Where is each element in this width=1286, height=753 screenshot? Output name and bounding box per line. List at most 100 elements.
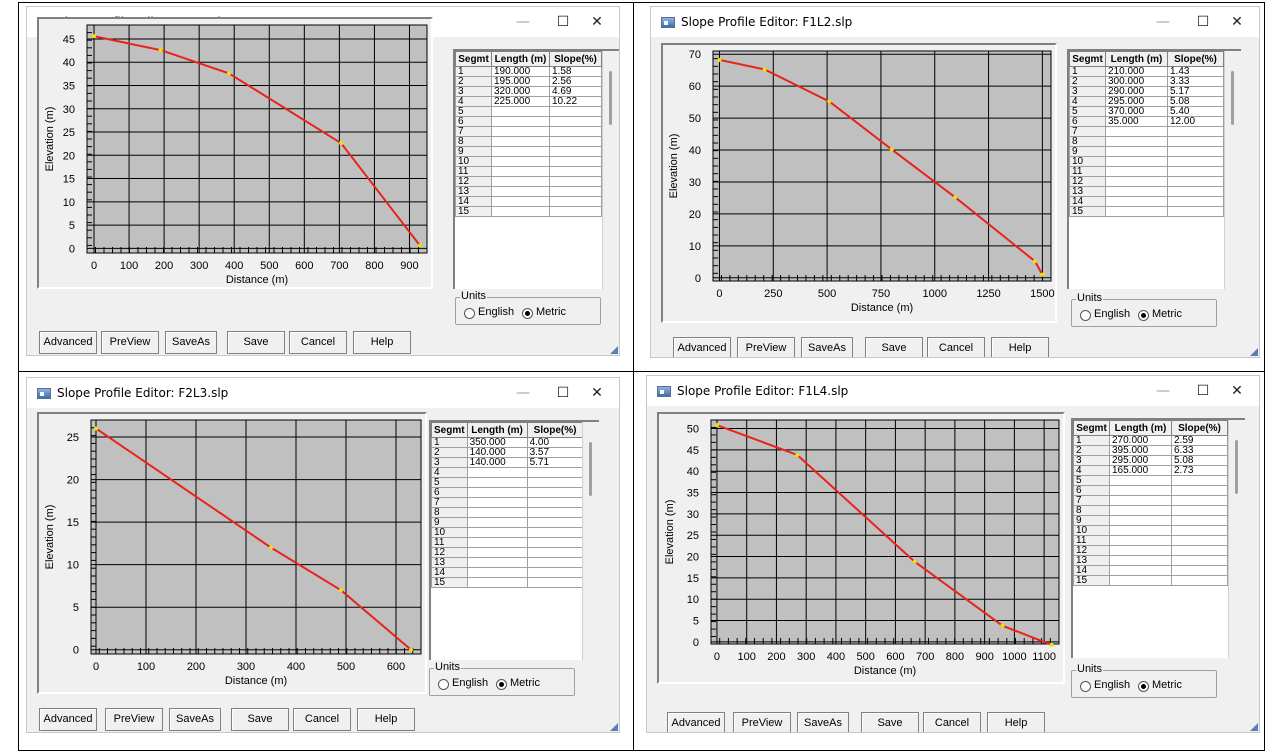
- length-cell[interactable]: [1109, 485, 1172, 496]
- slope-cell[interactable]: [526, 477, 584, 488]
- segment-number-cell[interactable]: 5: [431, 477, 468, 488]
- segment-number-cell[interactable]: 9: [455, 146, 492, 157]
- segment-number-cell[interactable]: 4: [1073, 465, 1110, 476]
- segment-number-cell[interactable]: 14: [455, 196, 492, 207]
- table-row[interactable]: 11: [455, 166, 602, 177]
- slope-cell[interactable]: 5.71: [526, 457, 584, 468]
- table-row[interactable]: 6 35.000 12.00: [1069, 116, 1224, 127]
- segment-number-cell[interactable]: 13: [431, 557, 468, 568]
- minimize-icon[interactable]: —: [1156, 383, 1170, 399]
- cancel-button[interactable]: Cancel: [923, 712, 981, 732]
- table-row[interactable]: 7: [1069, 126, 1224, 137]
- length-cell[interactable]: [491, 126, 550, 137]
- segment-number-cell[interactable]: 10: [1069, 156, 1106, 167]
- slope-cell[interactable]: 3.57: [526, 447, 584, 458]
- english-radio[interactable]: [464, 308, 475, 319]
- metric-label[interactable]: Metric: [510, 677, 540, 689]
- slope-cell[interactable]: [526, 517, 584, 528]
- length-cell[interactable]: [466, 497, 528, 508]
- slope-cell[interactable]: 4.00: [526, 437, 584, 448]
- length-cell[interactable]: [466, 567, 528, 578]
- table-row[interactable]: 7: [1073, 495, 1228, 506]
- column-header[interactable]: Length (m): [1109, 420, 1172, 436]
- segment-number-cell[interactable]: 8: [1073, 505, 1110, 516]
- slope-cell[interactable]: [549, 186, 602, 197]
- segment-number-cell[interactable]: 14: [431, 567, 468, 578]
- close-icon[interactable]: ✕: [591, 14, 603, 30]
- english-label[interactable]: English: [478, 306, 515, 318]
- length-cell[interactable]: [1105, 206, 1168, 217]
- table-row[interactable]: 11: [1069, 166, 1224, 177]
- slope-cell[interactable]: [1171, 475, 1228, 486]
- metric-radio[interactable]: [1138, 310, 1149, 321]
- length-cell[interactable]: [491, 156, 550, 167]
- segment-number-cell[interactable]: 12: [1073, 545, 1110, 556]
- save-button[interactable]: Save: [231, 708, 289, 731]
- table-row[interactable]: 14: [1069, 196, 1224, 207]
- segment-number-cell[interactable]: 6: [1073, 485, 1110, 496]
- column-header[interactable]: Length (m): [1105, 51, 1168, 67]
- metric-label[interactable]: Metric: [1152, 308, 1182, 320]
- segment-number-cell[interactable]: 1: [431, 437, 468, 448]
- length-cell[interactable]: [466, 577, 528, 588]
- segment-number-cell[interactable]: 1: [1073, 435, 1110, 446]
- maximize-icon[interactable]: ☐: [1196, 14, 1210, 30]
- length-cell[interactable]: 35.000: [1105, 116, 1168, 127]
- table-row[interactable]: 9: [431, 517, 584, 528]
- saveas-button[interactable]: SaveAs: [169, 708, 221, 731]
- resize-grip-icon[interactable]: [1250, 723, 1258, 731]
- table-row[interactable]: 1 210.000 1.43: [1069, 66, 1224, 77]
- minimize-icon[interactable]: —: [516, 14, 530, 30]
- title-bar[interactable]: Slope Profile Editor: F1L2.slp — ☐ ✕: [651, 7, 1259, 37]
- length-cell[interactable]: [1109, 525, 1172, 536]
- table-row[interactable]: 5 370.000 5.40: [1069, 106, 1224, 117]
- length-cell[interactable]: 290.000: [1105, 86, 1168, 97]
- length-cell[interactable]: [491, 136, 550, 147]
- saveas-button[interactable]: SaveAs: [801, 337, 853, 357]
- table-row[interactable]: 14: [455, 196, 602, 207]
- slope-cell[interactable]: [1167, 206, 1224, 217]
- cancel-button[interactable]: Cancel: [293, 708, 351, 731]
- table-row[interactable]: 14: [431, 567, 584, 578]
- slope-cell[interactable]: [526, 487, 584, 498]
- length-cell[interactable]: [491, 166, 550, 177]
- table-row[interactable]: 3 320.000 4.69: [455, 86, 602, 97]
- slope-cell[interactable]: [526, 467, 584, 478]
- table-row[interactable]: 13: [455, 186, 602, 197]
- table-row[interactable]: 10: [431, 527, 584, 538]
- segment-number-cell[interactable]: 3: [455, 86, 492, 97]
- length-cell[interactable]: [466, 507, 528, 518]
- segment-number-cell[interactable]: 2: [455, 76, 492, 87]
- length-cell[interactable]: [1105, 196, 1168, 207]
- minimize-icon[interactable]: —: [1156, 14, 1170, 30]
- segment-number-cell[interactable]: 8: [431, 507, 468, 518]
- scrollbar-thumb[interactable]: [1231, 71, 1234, 125]
- preview-button[interactable]: PreView: [101, 331, 159, 354]
- table-row[interactable]: 15: [431, 577, 584, 588]
- length-cell[interactable]: [466, 517, 528, 528]
- help-button[interactable]: Help: [353, 331, 411, 354]
- slope-cell[interactable]: 2.59: [1171, 435, 1228, 446]
- advanced-button[interactable]: Advanced: [667, 712, 725, 732]
- slope-cell[interactable]: [1171, 545, 1228, 556]
- length-cell[interactable]: 320.000: [491, 86, 550, 97]
- segment-number-cell[interactable]: 7: [431, 497, 468, 508]
- table-row[interactable]: 12: [455, 176, 602, 187]
- save-button[interactable]: Save: [227, 331, 285, 354]
- length-cell[interactable]: 190.000: [491, 66, 550, 77]
- table-row[interactable]: 15: [1073, 575, 1228, 586]
- scrollbar-thumb[interactable]: [609, 71, 612, 125]
- slope-cell[interactable]: 1.43: [1167, 66, 1224, 77]
- english-radio[interactable]: [1080, 310, 1091, 321]
- table-row[interactable]: 6: [1073, 485, 1228, 496]
- length-cell[interactable]: [1109, 555, 1172, 566]
- column-header[interactable]: Slope(%): [526, 422, 584, 438]
- slope-cell[interactable]: [1171, 485, 1228, 496]
- length-cell[interactable]: [491, 116, 550, 127]
- english-label[interactable]: English: [452, 677, 489, 689]
- slope-cell[interactable]: 2.56: [549, 76, 602, 87]
- segment-number-cell[interactable]: 2: [431, 447, 468, 458]
- slope-cell[interactable]: [549, 136, 602, 147]
- slope-cell[interactable]: [526, 527, 584, 538]
- table-row[interactable]: 8: [1073, 505, 1228, 516]
